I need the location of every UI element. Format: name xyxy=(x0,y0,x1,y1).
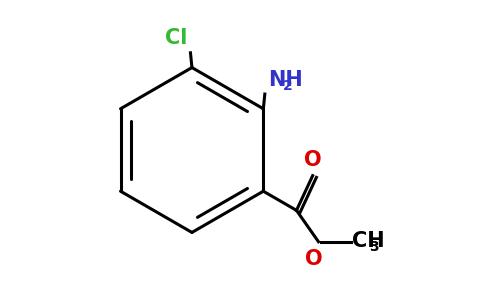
Text: 2: 2 xyxy=(283,79,293,93)
Text: O: O xyxy=(305,249,323,269)
Text: CH: CH xyxy=(352,231,385,251)
Text: 3: 3 xyxy=(370,240,379,254)
Text: NH: NH xyxy=(268,70,302,90)
Text: O: O xyxy=(304,150,321,170)
Text: Cl: Cl xyxy=(165,28,187,48)
